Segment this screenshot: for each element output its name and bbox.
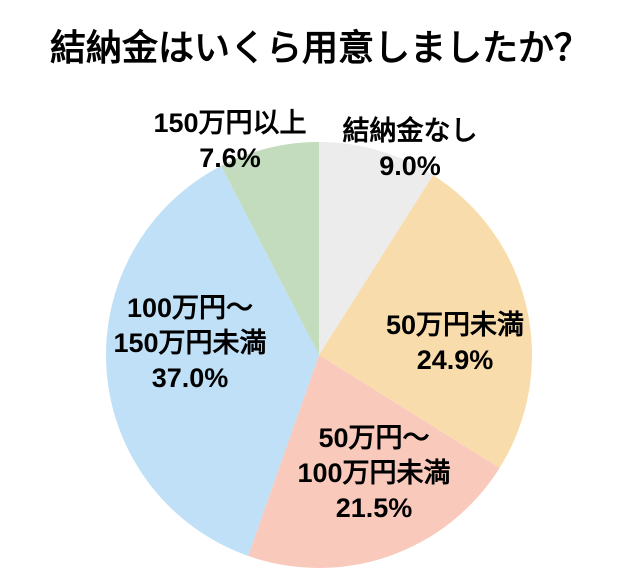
pie-slice-50-100 [248,355,500,569]
pie-slice-none [319,142,434,355]
pie-slice-under-50 [319,175,533,468]
pie-label-under-50: 50万円未満 24.9% [385,310,525,375]
pie-label-50-100: 50万円〜 100万円未満 21.5% [297,423,451,523]
chart-title: 結納金はいくら用意しましたか？ [49,27,590,68]
pie-label-none: 結納金なし 9.0% [342,116,478,181]
pie-label-100-150: 100万円〜 150万円未満 37.0% [113,293,267,393]
pie-slice-over-150 [221,142,319,355]
pie-label-over-150: 150万円以上 7.6% [153,108,307,173]
pie-slice-100-150 [106,165,320,556]
